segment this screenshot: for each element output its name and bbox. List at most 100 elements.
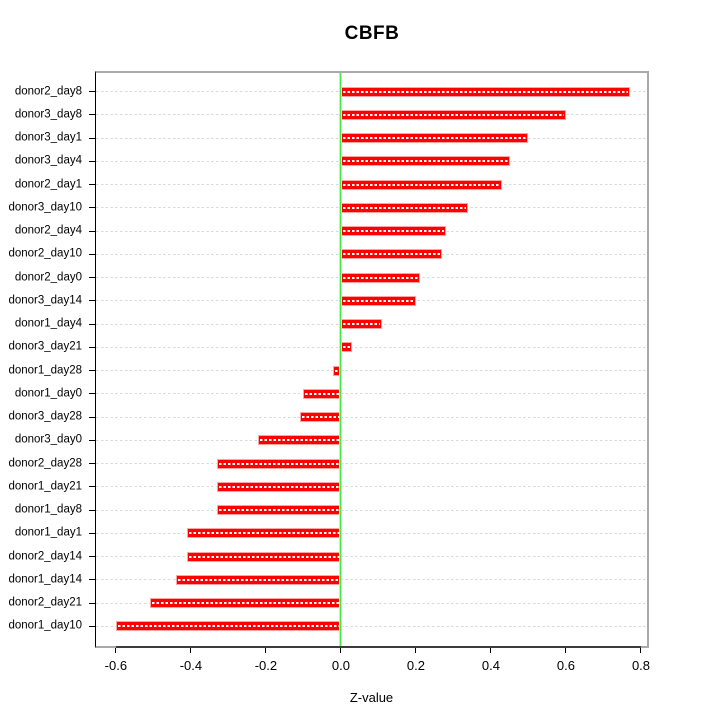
bar (340, 109, 566, 120)
x-axis-tick (640, 648, 642, 653)
chart-row: donor2_day0 (15, 266, 647, 289)
y-axis-tick (89, 300, 95, 302)
chart-row: donor1_day8 (15, 499, 647, 522)
x-axis-tick (415, 648, 417, 653)
bar-dash-pattern (219, 485, 339, 488)
bar (340, 342, 353, 353)
x-axis-tick (115, 648, 117, 653)
chart-row: donor1_day28 (8, 359, 647, 382)
bar-dash-pattern (342, 113, 564, 116)
chart-row: donor3_day21 (8, 336, 647, 359)
bar (187, 528, 341, 539)
chart-row: donor2_day14 (8, 545, 647, 568)
y-axis-label: donor2_day8 (14, 84, 82, 97)
y-axis-label: donor1_day0 (14, 387, 82, 400)
y-axis-label: donor3_day14 (8, 294, 82, 307)
y-axis-tick (89, 416, 95, 418)
y-axis-label: donor2_day28 (8, 456, 82, 469)
y-axis-label: donor1_day8 (14, 503, 82, 516)
bar (340, 226, 446, 237)
bar (340, 133, 529, 144)
bar-dash-pattern (219, 462, 339, 465)
y-axis-tick (89, 91, 95, 93)
bar (340, 249, 443, 260)
chart-row: donor3_day14 (8, 289, 647, 312)
x-axis-tick-label: 0.0 (331, 658, 350, 673)
y-axis-label: donor3_day1 (14, 131, 82, 144)
y-axis-label: donor1_day4 (14, 317, 82, 330)
gridline (96, 486, 647, 488)
x-axis-tick (565, 648, 567, 653)
chart-row: donor3_day8 (15, 103, 647, 126)
chart-row: donor1_day0 (15, 382, 647, 405)
x-axis-tick-label: -0.4 (179, 658, 203, 673)
gridline (96, 602, 647, 604)
y-axis-label: donor3_day0 (14, 433, 82, 446)
y-axis-tick (89, 230, 95, 232)
bar-dash-pattern (342, 323, 381, 326)
y-axis-label: donor2_day10 (8, 247, 82, 260)
chart-row: donor3_day10 (8, 196, 647, 219)
bar-dash-pattern (189, 532, 339, 535)
bar-dash-pattern (335, 369, 339, 372)
chart-row: donor2_day21 (8, 592, 647, 615)
gridline (96, 463, 647, 465)
y-axis-label: donor3_day21 (8, 340, 82, 353)
chart-row: donor1_day10 (8, 615, 647, 638)
chart-row: donor1_day1 (15, 522, 647, 545)
bar-dash-pattern (301, 416, 339, 419)
bar (303, 388, 341, 399)
bar (149, 598, 341, 609)
y-axis-label: donor2_day0 (14, 270, 82, 283)
chart-row: donor1_day14 (8, 568, 647, 591)
x-axis-tick-label: 0.8 (631, 658, 651, 673)
x-axis-tick (490, 648, 492, 653)
chart-row: donor3_day0 (15, 429, 647, 452)
plot-area: donor2_day8 donor3_day8 donor3_day1 donor3_… (8, 71, 650, 705)
bar-dash-pattern (177, 578, 339, 581)
y-axis-label: donor1_day28 (8, 363, 82, 376)
y-axis-label: donor2_day4 (14, 224, 82, 237)
y-axis-tick (89, 160, 95, 162)
y-axis-label: donor3_day28 (8, 410, 82, 423)
bar (340, 319, 383, 330)
y-axis-tick (89, 184, 95, 186)
bar (175, 574, 341, 585)
chart-row: donor2_day10 (8, 243, 647, 266)
y-axis-label: donor1_day10 (8, 619, 82, 632)
bar (115, 621, 341, 632)
bar (340, 295, 416, 306)
x-axis-tick (190, 648, 192, 653)
gridline (96, 439, 647, 441)
bar (187, 551, 341, 562)
bar-dash-pattern (305, 392, 339, 395)
gridline (96, 370, 647, 372)
y-axis-tick (89, 463, 95, 465)
gridline (96, 393, 647, 395)
y-axis-tick (89, 509, 95, 511)
bar-dash-pattern (342, 137, 527, 140)
gridline (96, 346, 647, 348)
y-axis-tick (89, 114, 95, 116)
chart-row: donor2_day28 (8, 452, 647, 475)
y-axis-tick (89, 277, 95, 279)
bar-dash-pattern (117, 625, 339, 628)
gridline (96, 579, 647, 581)
x-axis-tick-label: 0.6 (556, 658, 575, 673)
y-axis-label: donor3_day4 (14, 154, 82, 167)
chart-row: donor1_day21 (8, 475, 647, 498)
y-axis-tick (89, 346, 95, 348)
gridline (96, 556, 647, 558)
x-axis-tick (265, 648, 267, 653)
y-axis-tick (89, 556, 95, 558)
y-axis-tick (89, 207, 95, 209)
chart-row: donor3_day28 (8, 406, 647, 429)
bar (217, 458, 341, 469)
y-axis-label: donor1_day1 (14, 526, 82, 539)
bar-dash-pattern (342, 230, 444, 233)
x-axis-tick-label: -0.2 (254, 658, 278, 673)
chart-row: donor3_day4 (15, 150, 647, 173)
x-axis-title: Z-value (349, 690, 394, 705)
bar (340, 86, 630, 97)
y-axis-tick (89, 439, 95, 441)
